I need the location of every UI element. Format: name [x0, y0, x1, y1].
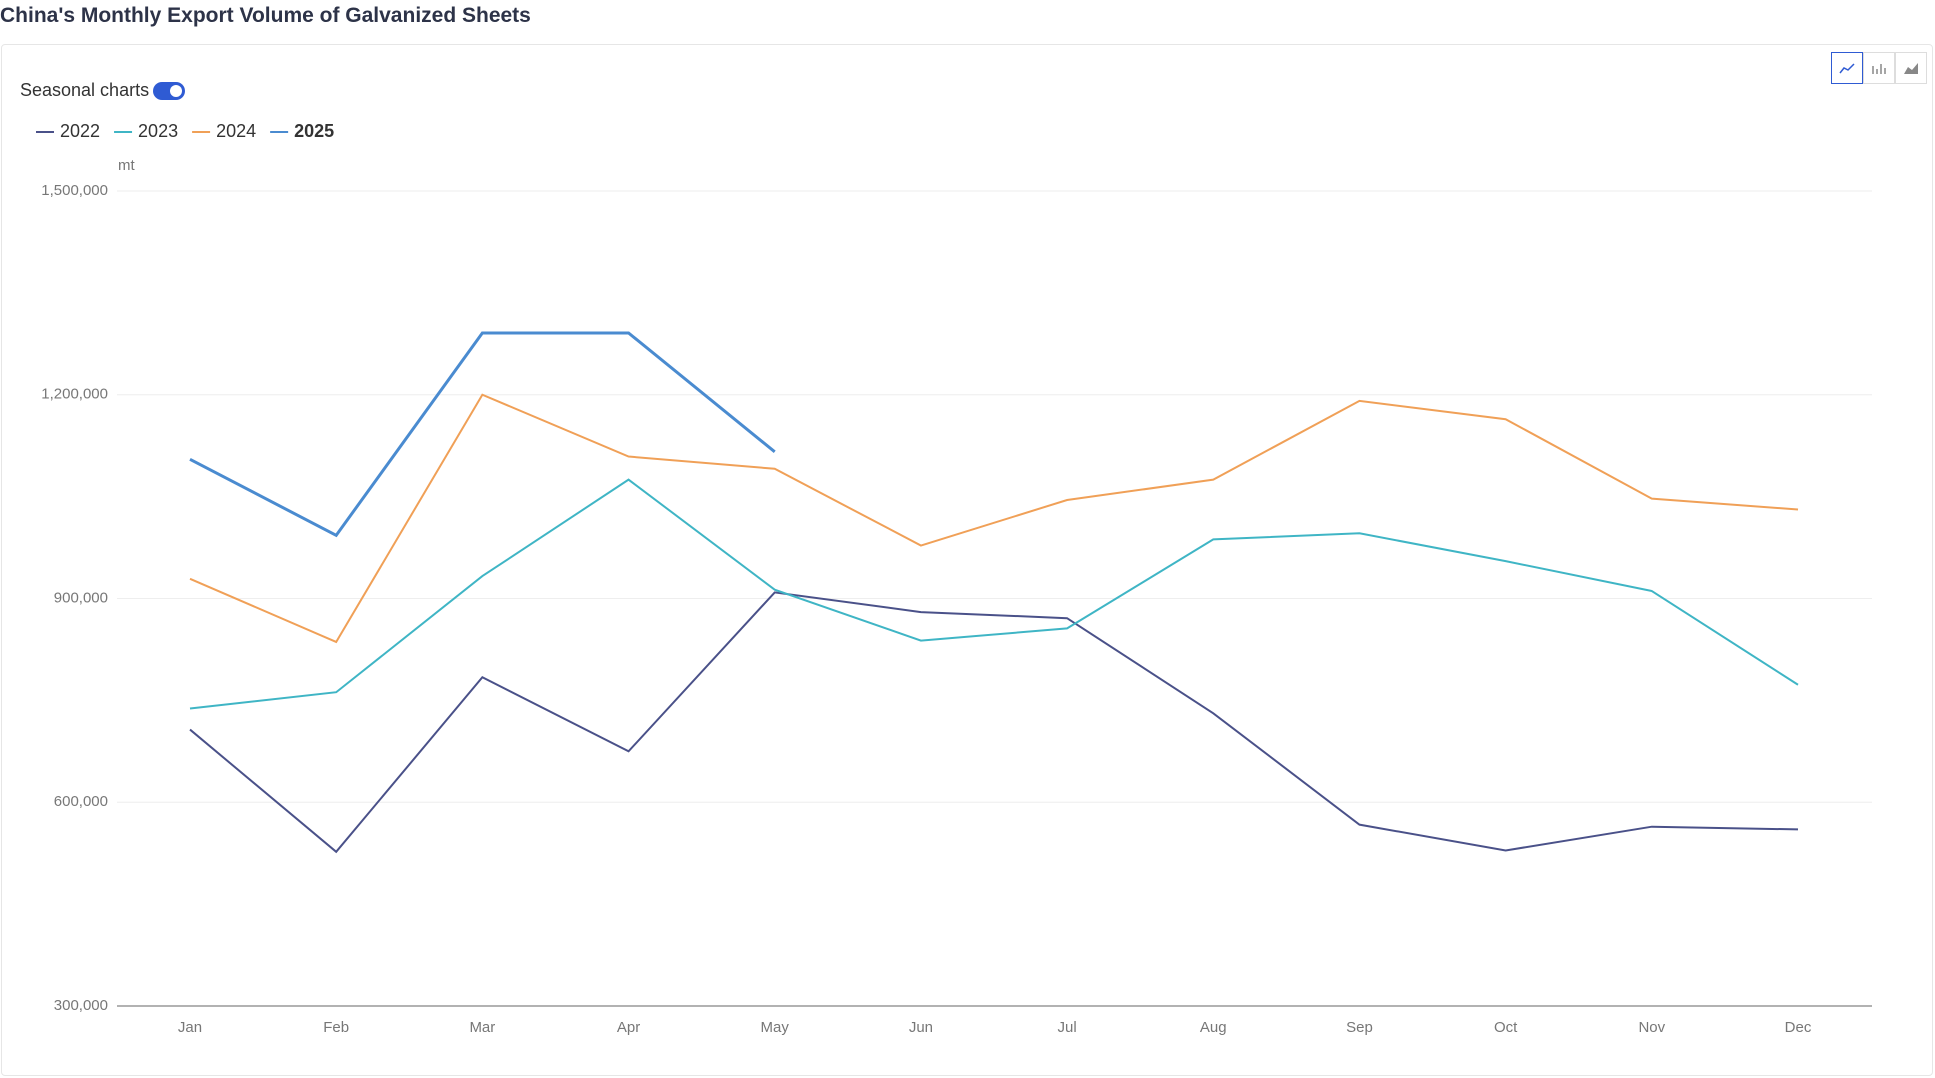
- series-line: [189, 331, 776, 538]
- y-tick-label: 1,200,000: [41, 386, 108, 403]
- y-unit: mt: [118, 157, 135, 174]
- line-chart-button[interactable]: [1831, 52, 1863, 84]
- y-tick-label: 600,000: [54, 793, 108, 810]
- legend-label: 2024: [216, 121, 256, 141]
- legend-label: 2025: [294, 121, 334, 141]
- legend-label: 2023: [138, 121, 178, 141]
- x-tick-label: Aug: [1200, 1019, 1227, 1036]
- x-tick-label: Oct: [1494, 1019, 1518, 1036]
- x-tick-label: Jun: [909, 1019, 933, 1036]
- area-chart-button[interactable]: [1895, 52, 1927, 84]
- y-tick-label: 300,000: [54, 997, 108, 1014]
- series-line: [189, 393, 1799, 644]
- chart-type-switch: [1831, 52, 1927, 84]
- page-title: China's Monthly Export Volume of Galvani…: [0, 4, 531, 27]
- x-tick-label: Mar: [469, 1019, 495, 1036]
- x-tick-label: Dec: [1785, 1019, 1812, 1036]
- x-tick-label: Jan: [178, 1019, 202, 1036]
- x-tick-label: Nov: [1638, 1019, 1665, 1036]
- x-tick-label: May: [761, 1019, 790, 1036]
- y-tick-label: 900,000: [54, 589, 108, 606]
- seasonal-toggle[interactable]: [153, 81, 186, 100]
- series-line: [189, 478, 1799, 710]
- x-tick-label: Apr: [617, 1019, 640, 1036]
- bar-chart-button[interactable]: [1863, 52, 1895, 84]
- x-tick-label: Feb: [323, 1019, 349, 1036]
- series-line: [189, 591, 1799, 854]
- seasonal-label: Seasonal charts: [20, 80, 150, 100]
- seasonal-control: Seasonal charts: [20, 80, 186, 101]
- x-tick-label: Sep: [1346, 1019, 1373, 1036]
- x-tick-label: Jul: [1057, 1019, 1076, 1036]
- legend-label: 2022: [60, 121, 100, 141]
- chart-card: [1, 44, 1933, 1076]
- y-tick-label: 1,500,000: [41, 182, 108, 199]
